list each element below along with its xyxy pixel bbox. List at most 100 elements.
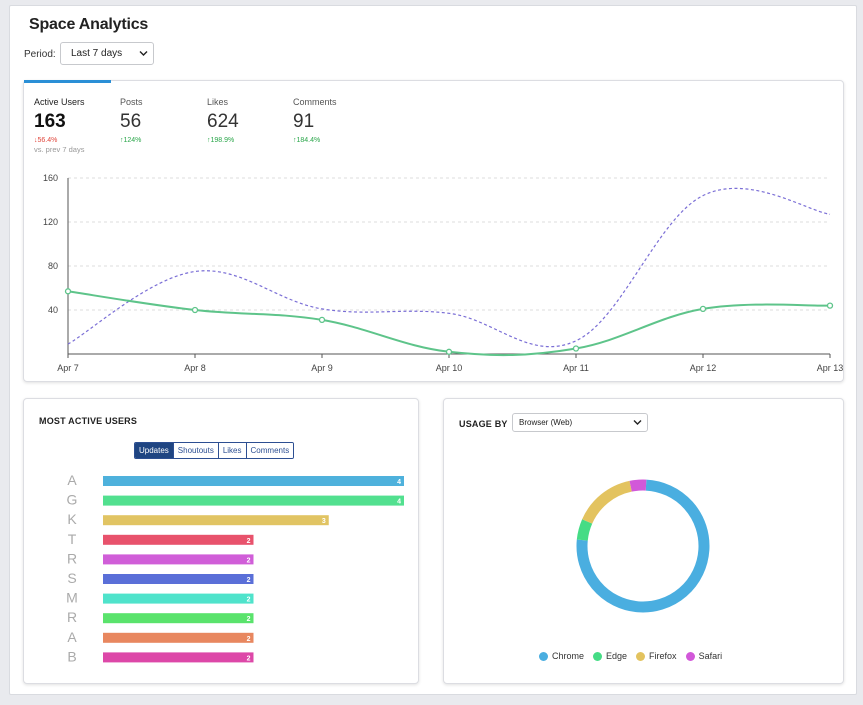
data-point[interactable] xyxy=(64,288,72,295)
user-bar[interactable] xyxy=(103,593,254,604)
kpi-label: Posts xyxy=(120,97,143,107)
tab-shoutouts[interactable]: Shoutouts xyxy=(172,443,218,458)
tab-likes[interactable]: Likes xyxy=(217,443,246,458)
kpi-posts[interactable]: Posts 56 ↑124% xyxy=(120,97,143,144)
kpi-delta: ↑184.4% xyxy=(293,137,321,144)
y-tick-label: 80 xyxy=(48,261,58,271)
page-title: Space Analytics xyxy=(29,16,149,33)
user-initial-label: G xyxy=(67,492,78,508)
chevron-down-icon xyxy=(633,420,642,425)
legend-swatch xyxy=(593,651,603,661)
donut-legend: Chrome Edge Firefox Safari xyxy=(539,651,722,661)
activity-type-tabs: Updates Shoutouts Likes Comments xyxy=(134,442,295,459)
kpi-value: 56 xyxy=(120,111,142,132)
user-initial-label: K xyxy=(67,511,77,527)
data-point[interactable] xyxy=(699,305,707,313)
legend-label: Safari xyxy=(698,651,723,661)
usage-title: USAGE BY xyxy=(459,419,508,429)
most-active-users-card: MOST ACTIVE USERS Updates Shoutouts Like… xyxy=(23,398,419,684)
legend-item-edge[interactable]: Edge xyxy=(593,651,627,661)
y-tick-label: 120 xyxy=(43,217,58,227)
x-tick-label: Apr 13 xyxy=(817,363,844,373)
bar-value-label: 2 xyxy=(247,557,251,564)
bar-value-label: 2 xyxy=(247,538,251,545)
user-bar[interactable] xyxy=(103,476,404,486)
usage-card: USAGE BY Browser (Web) Chrome Edge Firefox… xyxy=(443,398,844,684)
legend-item-firefox[interactable]: Firefox xyxy=(636,651,677,661)
data-point[interactable] xyxy=(445,348,453,355)
kpi-comments[interactable]: Comments 91 ↑184.4% xyxy=(293,97,337,144)
legend-swatch xyxy=(636,651,646,661)
legend-item-safari[interactable]: Safari xyxy=(685,651,723,661)
kpi-comparison-note: vs. prev 7 days xyxy=(34,145,85,154)
bar-value-label: 2 xyxy=(247,577,251,584)
user-bar[interactable] xyxy=(103,534,254,545)
active-tab-indicator xyxy=(24,80,111,83)
legend-item-chrome[interactable]: Chrome xyxy=(539,651,584,661)
period-select-value: Last 7 days xyxy=(71,48,123,59)
most-active-users-title: MOST ACTIVE USERS xyxy=(39,416,138,426)
data-point[interactable] xyxy=(572,345,580,352)
donut-slice-chrome[interactable] xyxy=(576,479,710,613)
x-tick-label: Apr 10 xyxy=(436,363,463,373)
user-initial-label: M xyxy=(66,590,78,606)
legend-swatch xyxy=(539,651,548,661)
bar-value-label: 2 xyxy=(247,636,251,643)
usage-dimension-select[interactable]: Browser (Web) xyxy=(512,413,648,432)
x-tick-label: Apr 11 xyxy=(563,363,589,373)
donut-slice-edge[interactable] xyxy=(576,519,593,541)
activity-line-chart: 40 80 120 160 Apr 7 Apr 8 Apr 9 Apr 10 Apr 11 Apr… xyxy=(43,173,844,373)
x-tick-label: Apr 8 xyxy=(184,363,206,373)
legend-label: Edge xyxy=(606,651,628,661)
kpi-label: Comments xyxy=(293,97,337,107)
kpi-delta: ↑124% xyxy=(120,137,142,144)
donut-slice-safari[interactable] xyxy=(629,479,647,492)
most-active-users-bar-chart: A 4 G 4 K 3 T 2 R 2 S 2 M 2 R 2 A 2 B 2 xyxy=(66,472,404,664)
kpi-active-users[interactable]: Active Users 163 ↓56.4% vs. prev 7 days xyxy=(34,97,85,154)
user-bar[interactable] xyxy=(103,652,254,663)
period-label: Period: xyxy=(24,49,56,60)
active-users-line xyxy=(67,290,831,357)
bar-value-label: 2 xyxy=(247,616,251,623)
y-tick-label: 40 xyxy=(48,305,58,315)
activity-card: Active Users 163 ↓56.4% vs. prev 7 days … xyxy=(23,80,844,382)
x-tick-label: Apr 9 xyxy=(311,363,333,373)
user-initial-label: R xyxy=(67,550,77,566)
y-tick-label: 160 xyxy=(43,173,58,183)
user-initial-label: A xyxy=(67,472,77,488)
bar-value-label: 2 xyxy=(247,597,251,604)
donut-slice-firefox[interactable] xyxy=(582,480,632,524)
tab-comments[interactable]: Comments xyxy=(245,443,294,458)
chevron-down-icon xyxy=(139,51,148,56)
usage-select-value: Browser (Web) xyxy=(519,418,573,427)
browser-usage-donut xyxy=(576,479,710,613)
user-initial-label: A xyxy=(67,629,77,645)
kpi-value: 624 xyxy=(207,111,239,132)
user-bar[interactable] xyxy=(103,495,404,506)
user-bar[interactable] xyxy=(103,574,254,584)
legend-label: Chrome xyxy=(552,651,585,661)
user-bar[interactable] xyxy=(103,613,254,624)
data-point[interactable] xyxy=(318,316,326,324)
data-point[interactable] xyxy=(191,306,199,314)
kpi-label: Likes xyxy=(207,97,229,107)
legend-label: Firefox xyxy=(649,651,677,661)
bar-value-label: 2 xyxy=(247,655,251,662)
tab-updates[interactable]: Updates xyxy=(135,443,173,458)
user-bar[interactable] xyxy=(103,554,254,565)
user-bar[interactable] xyxy=(103,632,254,643)
kpi-likes[interactable]: Likes 624 ↑198.9% xyxy=(207,97,239,144)
user-bar[interactable] xyxy=(103,515,329,526)
kpi-label: Active Users xyxy=(34,97,85,107)
user-initial-label: B xyxy=(67,648,76,664)
data-point[interactable] xyxy=(826,302,834,309)
legend-swatch xyxy=(685,651,695,661)
kpi-delta: ↑198.9% xyxy=(207,137,235,144)
period-select[interactable]: Last 7 days xyxy=(60,42,154,65)
x-tick-label: Apr 7 xyxy=(57,363,79,373)
user-initial-label: S xyxy=(67,570,76,586)
kpi-value: 91 xyxy=(293,111,315,132)
bar-value-label: 4 xyxy=(397,499,401,506)
x-tick-label: Apr 12 xyxy=(690,363,717,373)
user-initial-label: T xyxy=(68,531,77,547)
